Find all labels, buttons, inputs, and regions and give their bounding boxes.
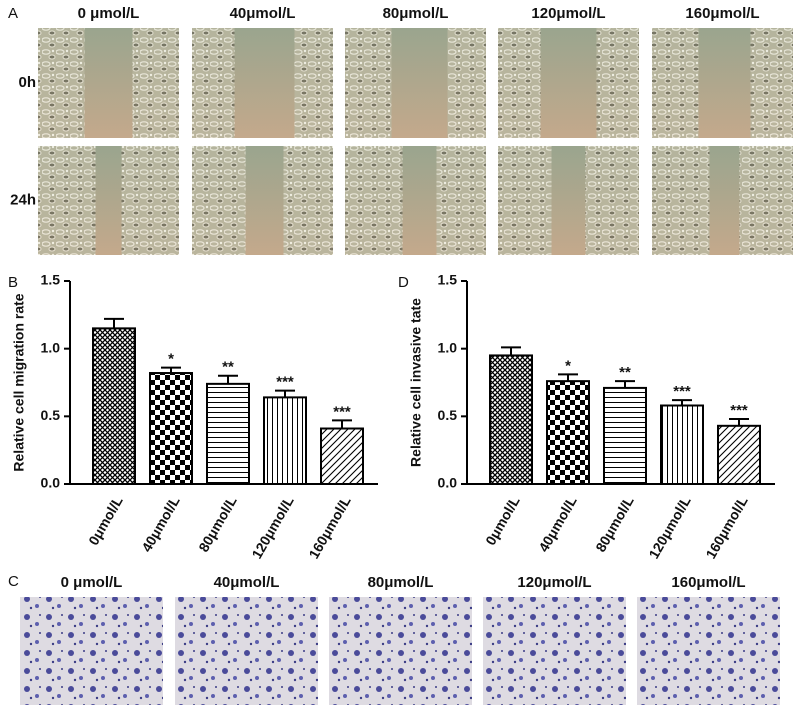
y-tick-label: 1.5 — [41, 272, 61, 288]
row-label: 24h — [10, 191, 36, 208]
significance: * — [168, 351, 174, 368]
y-tick-label: 0.5 — [438, 407, 458, 423]
x-tick-label: 80μmol/L — [592, 493, 637, 555]
column-header: 40μmol/L — [214, 574, 280, 591]
cell-region — [447, 28, 486, 138]
bar — [489, 354, 533, 485]
cell-region — [345, 28, 392, 138]
cell-region — [283, 146, 333, 255]
cell-region — [436, 146, 486, 255]
column-header: 80μmol/L — [368, 574, 434, 591]
micrograph — [175, 597, 318, 705]
cell-region — [652, 146, 710, 255]
significance: *** — [276, 374, 294, 391]
x-tick-label: 40μmol/L — [535, 493, 580, 555]
bar — [149, 372, 193, 486]
cell-region — [498, 28, 541, 138]
y-tick-label: 1.0 — [41, 339, 61, 355]
y-axis-label: Relative cell invasive tate — [408, 298, 424, 467]
cell-region — [498, 146, 552, 255]
y-tick-label: 0.0 — [438, 475, 458, 491]
y-tick-label: 0.5 — [41, 407, 61, 423]
x-tick-label: 0μmol/L — [85, 493, 126, 548]
x-tick-label: 120μmol/L — [248, 493, 297, 561]
significance: ** — [222, 359, 234, 376]
column-header: 0 μmol/L — [61, 574, 123, 591]
bar — [263, 396, 307, 485]
x-tick-label: 160μmol/L — [702, 493, 751, 561]
cell-region — [750, 28, 793, 138]
column-header: 120μmol/L — [517, 574, 591, 591]
bar — [717, 424, 761, 486]
bar — [92, 327, 136, 485]
cell-region — [294, 28, 333, 138]
cell-region — [192, 146, 246, 255]
micrograph — [483, 597, 626, 705]
row-label: 0h — [18, 74, 36, 91]
cell-region — [38, 146, 96, 255]
y-tick-label: 1.5 — [438, 272, 458, 288]
cell-region — [596, 28, 639, 138]
cell-region — [345, 146, 403, 255]
x-tick-label: 160μmol/L — [305, 493, 354, 561]
x-tick-label: 80μmol/L — [195, 493, 240, 555]
column-header: 160μmol/L — [671, 574, 745, 591]
micrograph — [637, 597, 780, 705]
column-header: 160μmol/L — [685, 5, 759, 22]
significance: *** — [333, 403, 351, 420]
cell-region — [739, 146, 793, 255]
bar — [603, 386, 647, 485]
cell-region — [192, 28, 235, 138]
bar — [546, 380, 590, 485]
column-header: 0 μmol/L — [78, 5, 140, 22]
x-tick-label: 120μmol/L — [645, 493, 694, 561]
x-tick-label: 0μmol/L — [482, 493, 523, 548]
y-axis-label: Relative cell migration rate — [11, 293, 27, 471]
bar — [320, 427, 364, 486]
panel-label: A — [8, 5, 18, 22]
cell-region — [38, 28, 85, 138]
significance: ** — [619, 364, 631, 381]
cell-region — [652, 28, 699, 138]
panel-label: B — [8, 274, 18, 291]
cell-region — [132, 28, 179, 138]
cell-region — [121, 146, 179, 255]
significance: *** — [673, 383, 691, 400]
significance: * — [565, 357, 571, 374]
bar — [206, 382, 250, 485]
panel-label: D — [398, 274, 409, 291]
micrograph — [329, 597, 472, 705]
bar — [660, 404, 704, 485]
x-tick-label: 40μmol/L — [138, 493, 183, 555]
cell-region — [585, 146, 639, 255]
y-tick-label: 0.0 — [41, 475, 61, 491]
column-header: 120μmol/L — [531, 5, 605, 22]
panel-label: C — [8, 573, 19, 590]
column-header: 40μmol/L — [230, 5, 296, 22]
significance: *** — [730, 402, 748, 419]
column-header: 80μmol/L — [383, 5, 449, 22]
micrograph — [20, 597, 163, 705]
y-tick-label: 1.0 — [438, 339, 458, 355]
